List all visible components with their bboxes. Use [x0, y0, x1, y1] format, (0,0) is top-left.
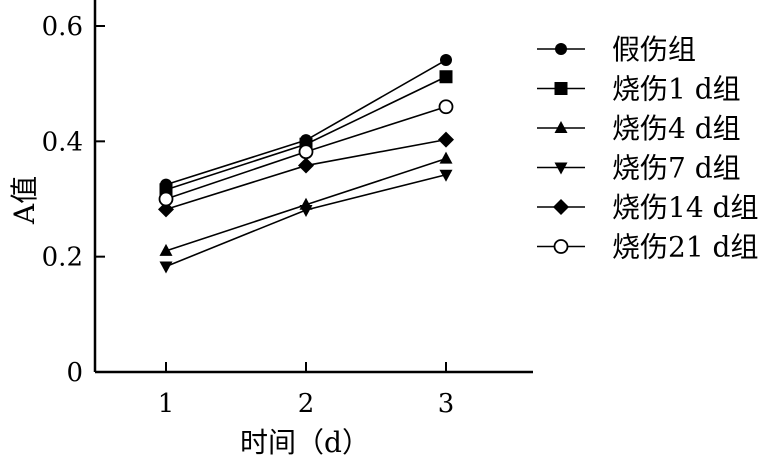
- y-tick-label: 0.2: [42, 243, 83, 273]
- data-point: [159, 243, 173, 256]
- data-point: [158, 191, 174, 207]
- data-point: [440, 54, 452, 67]
- series-5: [158, 131, 454, 218]
- legend-item-6: 烧伤21 d组: [537, 231, 758, 264]
- legend-marker: [554, 121, 568, 133]
- series-6: [158, 99, 454, 207]
- data-point: [159, 261, 173, 274]
- legend-marker: [553, 239, 569, 254]
- x-tick-label: 2: [298, 389, 315, 419]
- legend-label: 烧伤7 d组: [612, 152, 741, 185]
- data-point: [158, 201, 174, 218]
- legend-item-5: 烧伤14 d组: [537, 191, 758, 224]
- data-point: [298, 144, 314, 160]
- axes: 0 0.2 0.4 0.6 1 2 3: [42, 0, 533, 419]
- legend-item-2: 烧伤1 d组: [537, 73, 741, 106]
- data-point: [439, 151, 453, 164]
- x-tick-label: 1: [158, 389, 175, 419]
- data-point: [438, 131, 454, 148]
- legend-label: 烧伤4 d组: [612, 112, 741, 145]
- legend-item-4: 烧伤7 d组: [537, 152, 741, 185]
- series-group: [158, 54, 454, 274]
- legend-label: 烧伤1 d组: [612, 73, 741, 106]
- data-point: [298, 157, 314, 174]
- data-point: [439, 70, 453, 84]
- legend-item-1: 假伤组: [537, 33, 696, 66]
- legend-marker: [554, 162, 568, 175]
- y-tick-label: 0.4: [42, 127, 83, 157]
- legend-marker: [554, 82, 568, 95]
- series-line: [165, 174, 447, 268]
- legend-label: 烧伤21 d组: [612, 231, 758, 264]
- data-point: [438, 99, 454, 115]
- data-point: [299, 204, 313, 217]
- x-axis-label: 时间（d）: [240, 426, 370, 459]
- x-tick-label: 3: [438, 389, 455, 419]
- legend-label: 假伤组: [612, 33, 696, 66]
- series-4: [159, 169, 453, 274]
- y-axis-label: A值: [8, 176, 41, 225]
- y-tick-label: 0: [66, 358, 83, 388]
- legend-item-3: 烧伤4 d组: [537, 112, 741, 145]
- legend-marker: [553, 199, 569, 215]
- legend-label: 烧伤14 d组: [612, 191, 758, 224]
- series-2: [159, 70, 453, 197]
- legend-marker: [555, 43, 567, 55]
- data-point: [439, 169, 453, 182]
- y-tick-label: 0.6: [42, 12, 83, 42]
